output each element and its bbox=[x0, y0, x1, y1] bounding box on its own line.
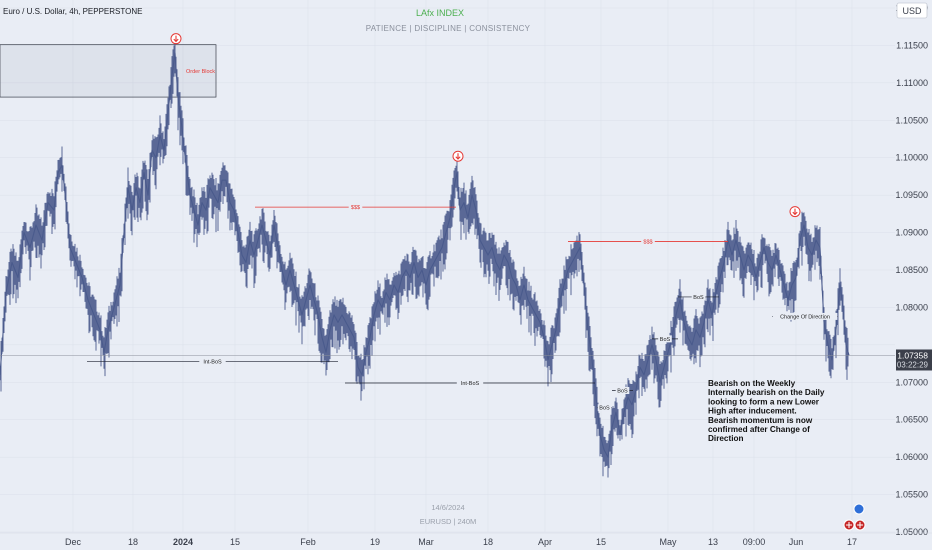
price-tick-label: 1.09000 bbox=[895, 228, 928, 238]
level-label-bg bbox=[615, 387, 630, 395]
zones: Order Block bbox=[0, 44, 217, 98]
order-block-zone bbox=[0, 44, 217, 98]
watermark-date: 14/6/2024 bbox=[431, 503, 464, 512]
structure-label: Int-BoS bbox=[461, 381, 480, 387]
brand-title: LAfx INDEX bbox=[416, 8, 464, 18]
structure-label: BoS bbox=[660, 337, 671, 343]
price-tick-label: 1.11000 bbox=[896, 78, 928, 88]
time-tick-label: 13 bbox=[708, 537, 718, 547]
price-tick-label: 1.09500 bbox=[895, 190, 928, 200]
arrow-down-icon bbox=[173, 35, 179, 43]
structure-label: BoS bbox=[599, 406, 610, 412]
time-tick-label: 19 bbox=[370, 537, 380, 547]
time-tick-label: May bbox=[659, 537, 677, 547]
time-tick-label: Apr bbox=[538, 537, 552, 547]
note-line: looking to form a new Lower bbox=[708, 397, 820, 406]
structure-label: BoS bbox=[617, 389, 628, 395]
price-tick-label: 1.06000 bbox=[895, 452, 928, 462]
level-label-bg bbox=[691, 293, 706, 301]
flag-us-mark-icon bbox=[857, 522, 863, 528]
note-line: Internally bearish on the Daily bbox=[708, 388, 825, 397]
series bbox=[0, 36, 850, 478]
level-label-bg bbox=[641, 238, 655, 246]
note-line: Direction bbox=[708, 434, 744, 443]
time-tick-label: Dec bbox=[65, 537, 82, 547]
price-tick-label: 1.08500 bbox=[895, 265, 928, 275]
time-tick-label: Mar bbox=[418, 537, 434, 547]
price-tick-label: 1.08000 bbox=[895, 302, 928, 312]
level-label-bg bbox=[199, 357, 226, 365]
time-axis[interactable]: Dec 18 2024 15 Feb 19 Mar 18 Apr 15 May 13 09:00 Jun 1… bbox=[0, 532, 932, 547]
countdown-label: 03:22:29 bbox=[897, 360, 929, 369]
time-tick-label: 2024 bbox=[173, 537, 193, 547]
price-tick-label: 1.10500 bbox=[895, 115, 928, 125]
flag-eu-mark-icon bbox=[846, 522, 852, 528]
liquidity-label: $$$ bbox=[643, 240, 652, 246]
brand-tagline: PATIENCE | DISCIPLINE | CONSISTENCY bbox=[366, 24, 531, 33]
note-line: Bearish momentum is now bbox=[708, 416, 813, 425]
price-tick-label: 1.05500 bbox=[895, 490, 928, 500]
note-line: High after inducement. bbox=[708, 407, 797, 416]
arrow-down-icon bbox=[455, 153, 461, 160]
time-tick-label: 15 bbox=[596, 537, 606, 547]
event-blue-icon[interactable] bbox=[853, 503, 865, 515]
markers bbox=[170, 33, 801, 218]
current-price-box bbox=[896, 349, 932, 371]
price-tick-label: 1.10000 bbox=[895, 153, 928, 163]
level-label-bg bbox=[658, 335, 672, 343]
time-tick-label: 17 bbox=[847, 537, 857, 547]
time-tick-label: 18 bbox=[128, 537, 138, 547]
note-line: Bearish on the Weekly bbox=[708, 379, 796, 388]
event-icons[interactable] bbox=[843, 503, 866, 531]
level-label-bg bbox=[456, 379, 484, 387]
price-axis: 1.05000 1.05500 1.06000 1.06500 1.07000 1.080… bbox=[895, 3, 928, 537]
structure-label: Change Of Direction bbox=[780, 314, 830, 320]
price-tick-label: 1.05000 bbox=[895, 527, 928, 537]
arrow-down-icon bbox=[792, 208, 798, 216]
levels: $$$ $$$ Int-BoS Int-BoS BoS BoS BoS BoS Change O… bbox=[87, 203, 838, 412]
level-label-bg bbox=[597, 404, 612, 412]
time-tick-label: 09:00 bbox=[743, 537, 766, 547]
sell-marker-icon bbox=[789, 206, 801, 218]
price-tick-label: 1.06500 bbox=[895, 415, 928, 425]
time-tick-label: Feb bbox=[300, 537, 316, 547]
current-price-label: 1.07358 bbox=[897, 350, 928, 360]
time-tick-label: 15 bbox=[230, 537, 240, 547]
order-block-label: Order Block bbox=[186, 69, 215, 75]
price-line bbox=[0, 52, 850, 458]
structure-label: Int-BoS bbox=[203, 359, 222, 365]
currency-button[interactable] bbox=[896, 2, 928, 19]
level-label-bg bbox=[348, 203, 363, 211]
price-tick-label: 1.07000 bbox=[895, 377, 928, 387]
price-axis-panel[interactable] bbox=[895, 0, 932, 550]
sell-marker-icon bbox=[452, 150, 464, 162]
structure-label: BoS bbox=[693, 295, 704, 301]
time-tick-label: 18 bbox=[483, 537, 493, 547]
currency-label: USD bbox=[902, 6, 922, 16]
level-label-bg bbox=[772, 312, 838, 320]
note-line: confirmed after Change of bbox=[708, 425, 810, 434]
sell-marker-icon bbox=[170, 33, 182, 45]
price-tick-label: 1.11500 bbox=[896, 40, 928, 50]
watermark-symbol: EURUSD | 240M bbox=[420, 517, 477, 526]
symbol-title: Euro / U.S. Dollar, 4h, PEPPERSTONE bbox=[3, 7, 142, 16]
grid bbox=[0, 0, 895, 533]
time-tick-label: Jun bbox=[789, 537, 804, 547]
liquidity-label: $$$ bbox=[351, 205, 360, 211]
